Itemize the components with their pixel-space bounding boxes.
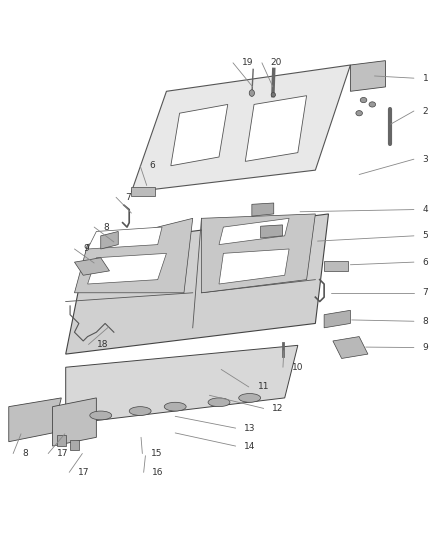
- Text: 1: 1: [423, 74, 428, 83]
- Polygon shape: [324, 310, 350, 328]
- Bar: [57, 435, 66, 446]
- Ellipse shape: [360, 98, 367, 103]
- Ellipse shape: [208, 398, 230, 407]
- Ellipse shape: [90, 411, 112, 420]
- Text: 20: 20: [271, 58, 282, 67]
- Polygon shape: [219, 219, 289, 245]
- Polygon shape: [201, 214, 315, 293]
- Text: 6: 6: [149, 161, 155, 170]
- Text: 19: 19: [242, 58, 253, 67]
- Polygon shape: [101, 231, 118, 249]
- Polygon shape: [131, 65, 350, 192]
- Polygon shape: [350, 61, 385, 91]
- Text: 17: 17: [57, 449, 68, 458]
- Text: 15: 15: [151, 449, 162, 458]
- Text: 12: 12: [272, 404, 284, 413]
- Text: 11: 11: [258, 383, 269, 391]
- Ellipse shape: [239, 393, 261, 402]
- Text: 9: 9: [83, 245, 89, 254]
- Polygon shape: [88, 227, 162, 249]
- Text: 5: 5: [423, 231, 428, 240]
- Polygon shape: [74, 219, 193, 293]
- Text: 4: 4: [423, 205, 428, 214]
- Bar: [70, 440, 79, 450]
- Polygon shape: [9, 398, 61, 442]
- Ellipse shape: [164, 402, 186, 411]
- Ellipse shape: [356, 110, 362, 116]
- Text: 8: 8: [22, 449, 28, 458]
- Text: 7: 7: [423, 288, 428, 297]
- Bar: [131, 187, 155, 197]
- Polygon shape: [245, 96, 307, 161]
- Text: 9: 9: [423, 343, 428, 352]
- Ellipse shape: [369, 102, 376, 107]
- Text: 16: 16: [152, 468, 164, 477]
- Text: 2: 2: [423, 107, 428, 116]
- Text: 6: 6: [423, 257, 428, 266]
- Text: 8: 8: [103, 223, 109, 231]
- Ellipse shape: [129, 407, 151, 415]
- Text: 8: 8: [423, 317, 428, 326]
- Text: 17: 17: [78, 468, 89, 477]
- Polygon shape: [171, 104, 228, 166]
- Polygon shape: [53, 398, 96, 446]
- Bar: [324, 261, 348, 271]
- Polygon shape: [219, 249, 289, 284]
- Polygon shape: [66, 345, 298, 424]
- Ellipse shape: [249, 90, 254, 96]
- Polygon shape: [333, 336, 368, 359]
- Polygon shape: [74, 258, 110, 275]
- Polygon shape: [261, 225, 283, 238]
- Polygon shape: [88, 253, 166, 284]
- Text: 18: 18: [97, 340, 109, 349]
- Text: 7: 7: [125, 193, 131, 202]
- Ellipse shape: [271, 93, 276, 97]
- Polygon shape: [66, 214, 328, 354]
- Polygon shape: [252, 203, 274, 216]
- Text: 3: 3: [423, 155, 428, 164]
- Text: 14: 14: [244, 441, 256, 450]
- Text: 13: 13: [244, 424, 256, 433]
- Text: 10: 10: [292, 363, 303, 372]
